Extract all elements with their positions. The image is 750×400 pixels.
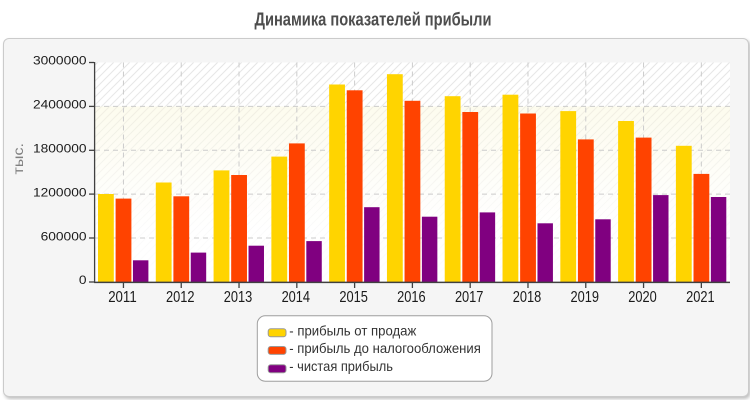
svg-text:1800000: 1800000 (33, 144, 87, 156)
svg-text:2018: 2018 (513, 289, 542, 306)
svg-text:Динамика показателей прибыли: Динамика показателей прибыли (255, 9, 492, 29)
svg-text:2019: 2019 (571, 289, 600, 306)
svg-text:2015: 2015 (339, 289, 368, 306)
svg-text:600000: 600000 (41, 231, 87, 243)
svg-text:2017: 2017 (455, 289, 484, 306)
svg-text:2014: 2014 (282, 289, 311, 306)
svg-text:2400000: 2400000 (33, 100, 87, 112)
svg-text:2016: 2016 (397, 289, 426, 306)
svg-text:тыс.: тыс. (10, 143, 26, 175)
svg-text:2013: 2013 (224, 289, 253, 306)
svg-text:- чистая прибыль: - чистая прибыль (289, 359, 393, 374)
svg-text:0: 0 (79, 275, 87, 287)
svg-text:2021: 2021 (686, 289, 715, 306)
svg-text:3000000: 3000000 (33, 56, 87, 68)
svg-text:- прибыль от продаж: - прибыль от продаж (289, 323, 417, 338)
svg-text:1200000: 1200000 (33, 187, 87, 199)
svg-text:- прибыль до налогообложения: - прибыль до налогообложения (289, 341, 481, 356)
svg-text:2020: 2020 (628, 289, 657, 306)
svg-text:2011: 2011 (108, 289, 137, 306)
svg-text:2012: 2012 (166, 289, 195, 306)
